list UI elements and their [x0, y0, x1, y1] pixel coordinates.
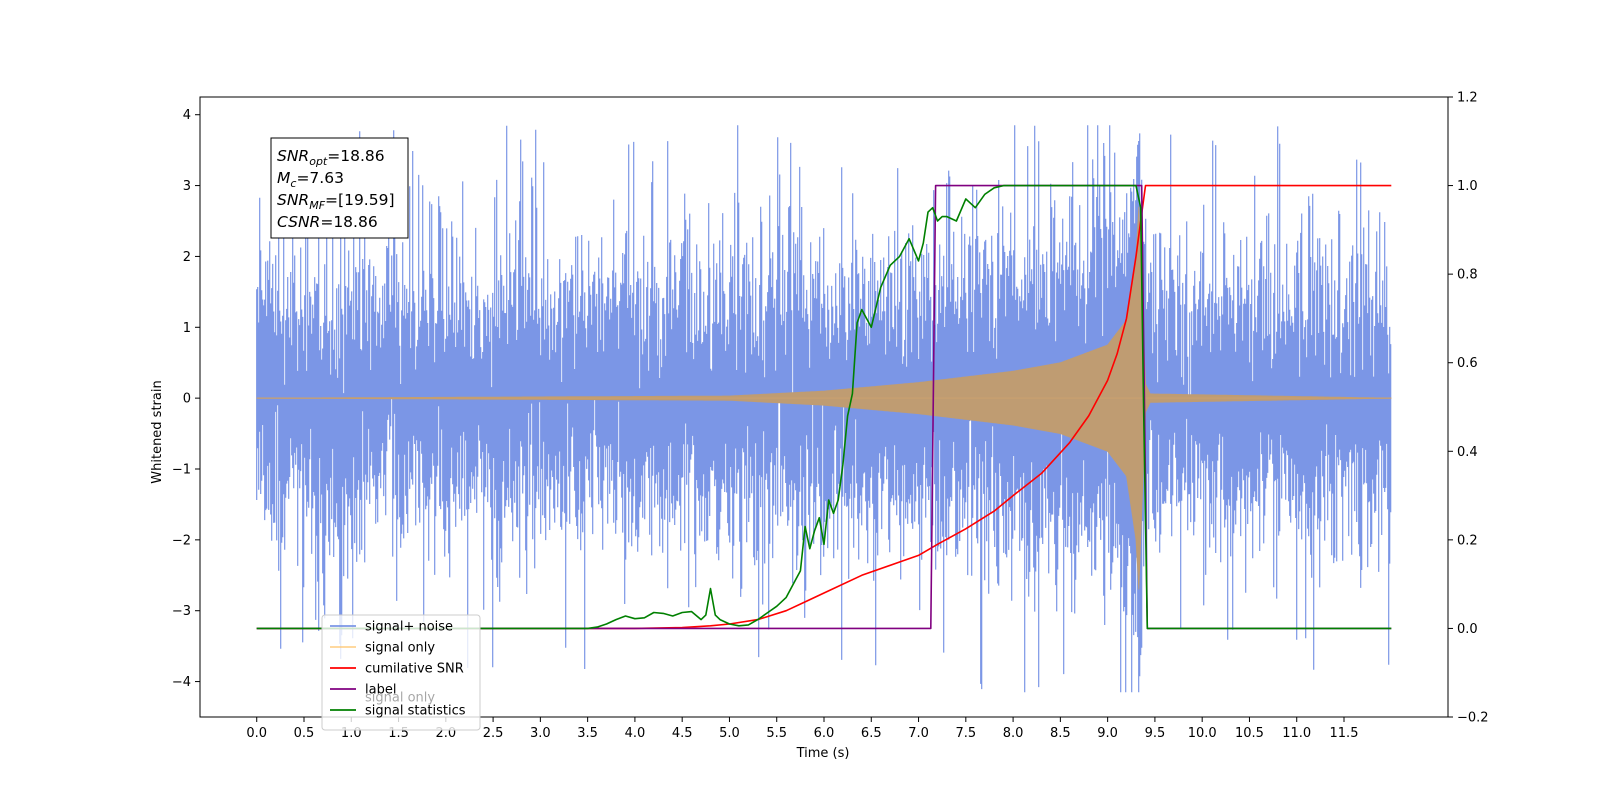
x-tick-label: 6.5 [861, 726, 882, 741]
x-tick-label: 5.0 [719, 726, 740, 741]
y-tick-label: −2 [172, 533, 191, 548]
legend-entry: cumilative SNR [365, 662, 464, 677]
y-right-tick-label: 1.2 [1457, 91, 1478, 106]
y-right-tick-label: −0.2 [1457, 711, 1489, 726]
legend-entry: signal only [365, 641, 435, 656]
annotation-frame [270, 137, 409, 239]
legend: signal+ noise signal only cumilative SNR la… [321, 614, 481, 731]
y-axis-label: Whitened strain [150, 380, 165, 483]
x-tick-label: 9.5 [1145, 726, 1166, 741]
x-tick-label: 0.0 [246, 726, 267, 741]
x-axis-label: Time (s) [796, 746, 850, 761]
x-tick-label: 6.0 [814, 726, 835, 741]
y-tick-label: 0 [183, 392, 191, 407]
x-tick-label: 10.5 [1235, 726, 1264, 741]
x-tick-label: 8.0 [1003, 726, 1024, 741]
x-tick-label: 0.5 [294, 726, 315, 741]
y-tick-label: 1 [183, 321, 191, 336]
x-tick-label: 2.5 [483, 726, 504, 741]
x-tick-label: 11.0 [1282, 726, 1311, 741]
legend-entry: signal+ noise [365, 620, 453, 635]
y-axis-right-ticks: 1.2 1.0 0.8 0.6 0.4 0.2 0.0 −0.2 [1448, 91, 1489, 726]
y-tick-label: 3 [183, 179, 191, 194]
x-tick-label: 7.5 [955, 726, 976, 741]
x-tick-label: 5.5 [766, 726, 787, 741]
y-right-tick-label: 0.2 [1457, 533, 1478, 548]
x-tick-label: 8.5 [1050, 726, 1071, 741]
x-tick-label: 3.0 [530, 726, 551, 741]
legend-frame [321, 614, 481, 731]
legend-entry-faded: signal only [365, 691, 435, 706]
annotation-line: SNRMF=[19.59] [277, 191, 395, 212]
annotation-line: CSNR=18.86 [277, 213, 378, 231]
y-axis-left-ticks: 4 3 2 1 0 −1 −2 −3 −4 [172, 108, 200, 690]
y-tick-label: −4 [172, 675, 191, 690]
annotation-line: SNRopt=18.86 [277, 147, 385, 168]
y-right-tick-label: 0.0 [1457, 622, 1478, 637]
y-tick-label: −3 [172, 604, 191, 619]
legend-entry: label [365, 683, 396, 698]
y-tick-label: 4 [183, 108, 191, 123]
x-tick-label: 9.0 [1097, 726, 1118, 741]
annotation-box: SNRopt=18.86Mc=7.63SNRMF=[19.59]CSNR=18.… [270, 137, 409, 239]
y-right-tick-label: 0.8 [1457, 268, 1478, 283]
y-right-tick-label: 0.6 [1457, 356, 1478, 371]
y-right-tick-label: 1.0 [1457, 179, 1478, 194]
series-cumilative-snr [256, 184, 1392, 630]
y-tick-label: 2 [183, 250, 191, 265]
series-layer [256, 125, 1392, 693]
x-tick-label: 7.0 [908, 726, 929, 741]
series-signal-statistics [256, 184, 1392, 630]
x-tick-label: 10.0 [1188, 726, 1217, 741]
legend-entry: signal statistics [365, 704, 466, 719]
x-tick-label: 4.0 [625, 726, 646, 741]
annotation-line: Mc=7.63 [277, 169, 344, 190]
y-tick-label: −1 [172, 463, 191, 478]
x-tick-label: 3.5 [577, 726, 598, 741]
x-axis-ticks: 0.0 0.5 1.0 1.5 2.0 2.5 3.0 3.5 4.0 4.5 5.0 5.5 6.0 6… [246, 717, 1358, 741]
y-right-tick-label: 0.4 [1457, 445, 1478, 460]
x-tick-label: 11.5 [1330, 726, 1359, 741]
x-tick-label: 4.5 [672, 726, 693, 741]
